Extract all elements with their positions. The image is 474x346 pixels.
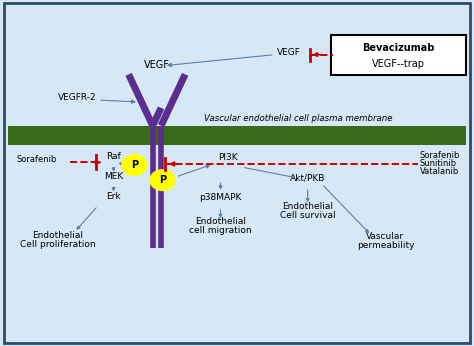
Text: VEGFR-2: VEGFR-2 (58, 93, 97, 102)
Text: VEGF: VEGF (144, 60, 170, 70)
Text: p38MAPK: p38MAPK (200, 193, 242, 202)
Text: Sorafenib: Sorafenib (420, 151, 460, 160)
Circle shape (149, 169, 176, 191)
Text: Bevacizumab: Bevacizumab (362, 43, 434, 53)
Text: Cell survival: Cell survival (280, 211, 336, 220)
Text: MEK: MEK (104, 172, 123, 181)
FancyBboxPatch shape (9, 126, 465, 145)
Text: cell migration: cell migration (189, 226, 252, 235)
Text: permeability: permeability (356, 241, 414, 250)
FancyBboxPatch shape (331, 35, 465, 75)
Text: VEGF--trap: VEGF--trap (372, 59, 425, 69)
Text: P: P (159, 175, 166, 185)
Text: Endothelial: Endothelial (32, 231, 83, 240)
Text: Endothelial: Endothelial (282, 201, 333, 210)
Circle shape (121, 154, 147, 176)
Text: VEGF: VEGF (277, 48, 301, 57)
Text: PI3K: PI3K (218, 153, 238, 162)
Text: Cell proliferation: Cell proliferation (20, 240, 96, 249)
Text: Endothelial: Endothelial (195, 217, 246, 226)
Text: P: P (131, 160, 138, 170)
Text: Vatalanib: Vatalanib (420, 167, 459, 176)
Text: Vascular: Vascular (366, 232, 404, 241)
Text: Vascular endothelial cell plasma membrane: Vascular endothelial cell plasma membran… (204, 114, 392, 123)
Text: Sunitinib: Sunitinib (420, 159, 457, 168)
Text: Akt/PKB: Akt/PKB (290, 173, 325, 182)
Text: Raf: Raf (106, 152, 121, 161)
FancyBboxPatch shape (4, 3, 470, 343)
Text: Sorafenib: Sorafenib (17, 155, 57, 164)
Text: Erk: Erk (106, 192, 121, 201)
